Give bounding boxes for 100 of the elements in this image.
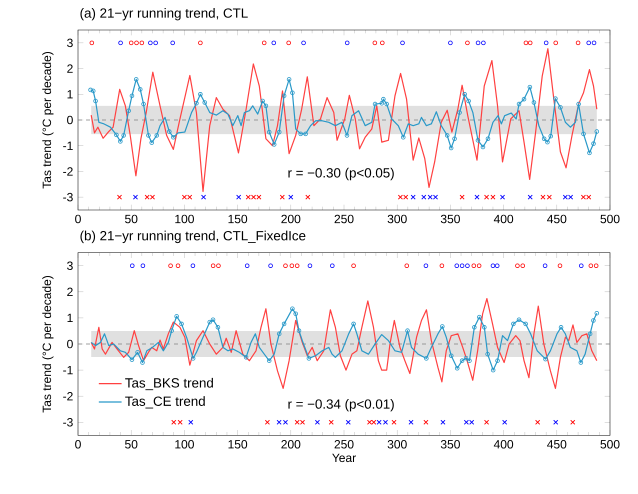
point (528, 84, 532, 90)
point (440, 263, 444, 268)
x-tick-label: 300 (388, 440, 407, 449)
point (544, 40, 548, 46)
point (126, 108, 131, 114)
point (132, 194, 138, 200)
point (179, 322, 184, 326)
point (454, 263, 460, 268)
y-tick-label: -2 (63, 392, 73, 400)
x-tick-label: 250 (334, 214, 354, 224)
point (293, 311, 298, 316)
point (476, 263, 482, 268)
point (294, 263, 300, 268)
point (467, 358, 472, 363)
point (448, 146, 454, 150)
point (262, 40, 266, 46)
point (381, 96, 386, 102)
y-tick-label: 2 (67, 64, 73, 73)
point (404, 263, 410, 268)
y-tick-label: 3 (67, 261, 73, 270)
point (141, 102, 146, 106)
point (298, 132, 303, 136)
point (495, 358, 500, 363)
point (351, 263, 356, 268)
x-tick-label: 150 (228, 214, 248, 224)
y-tick-label: 3 (67, 38, 73, 48)
point (558, 263, 562, 268)
x-tick-label: 0 (75, 214, 81, 224)
point (486, 136, 490, 142)
point (202, 100, 207, 105)
point (524, 40, 528, 46)
point (516, 102, 522, 106)
point (169, 328, 174, 333)
point (460, 263, 464, 268)
point (210, 317, 216, 322)
point (372, 102, 378, 106)
point (502, 420, 508, 425)
point (176, 263, 180, 268)
point (380, 40, 385, 46)
point (282, 94, 286, 98)
point (476, 40, 480, 46)
point (384, 102, 389, 106)
point (410, 194, 416, 200)
x-tick-label: 50 (125, 440, 138, 449)
point (276, 130, 282, 134)
point (440, 420, 446, 425)
x-tick-label: 500 (600, 440, 620, 449)
point (523, 322, 528, 326)
point (592, 40, 596, 46)
point (366, 420, 372, 425)
y-tick-label: -2 (63, 167, 73, 176)
annotation: r = −0.34 (p<0.01) (288, 398, 394, 412)
point (516, 317, 522, 322)
point (118, 139, 123, 144)
point (423, 420, 428, 425)
point (476, 138, 480, 143)
point (344, 40, 350, 46)
chart-title: (a) 21−yr running trend, CTL (80, 8, 248, 20)
point (466, 98, 471, 104)
point (440, 324, 445, 329)
point (588, 332, 592, 336)
x-axis-title: Year (332, 454, 356, 462)
point (548, 134, 553, 138)
point (290, 263, 294, 268)
point (290, 306, 295, 312)
x-tick-label: 200 (281, 440, 300, 449)
point (532, 100, 536, 105)
point (153, 40, 158, 46)
x-tick-label: 200 (281, 214, 300, 224)
point (207, 320, 212, 324)
point (268, 263, 273, 268)
point (118, 40, 123, 46)
point (452, 136, 457, 142)
point (314, 420, 320, 425)
line-series (90, 298, 598, 389)
point (266, 358, 272, 363)
point (500, 194, 506, 200)
point (140, 360, 145, 365)
x-tick-label: 350 (440, 440, 460, 449)
point (448, 353, 454, 358)
point (545, 140, 550, 144)
point (138, 87, 143, 92)
x-tick-label: 300 (388, 214, 407, 224)
annotation: r = −0.30 (p<0.05) (288, 168, 394, 180)
point (454, 366, 460, 371)
point (558, 105, 563, 110)
point (286, 77, 292, 82)
point (484, 420, 490, 425)
point (170, 40, 175, 46)
point (460, 194, 465, 200)
point (444, 133, 450, 138)
point (188, 420, 194, 425)
point (460, 358, 464, 363)
x-tick-label: 150 (228, 440, 248, 449)
point (168, 263, 173, 268)
point (586, 40, 591, 46)
point (371, 420, 376, 425)
x-tick-label: 0 (75, 440, 81, 449)
point (301, 40, 306, 46)
y-tick-label: -1 (63, 142, 73, 150)
